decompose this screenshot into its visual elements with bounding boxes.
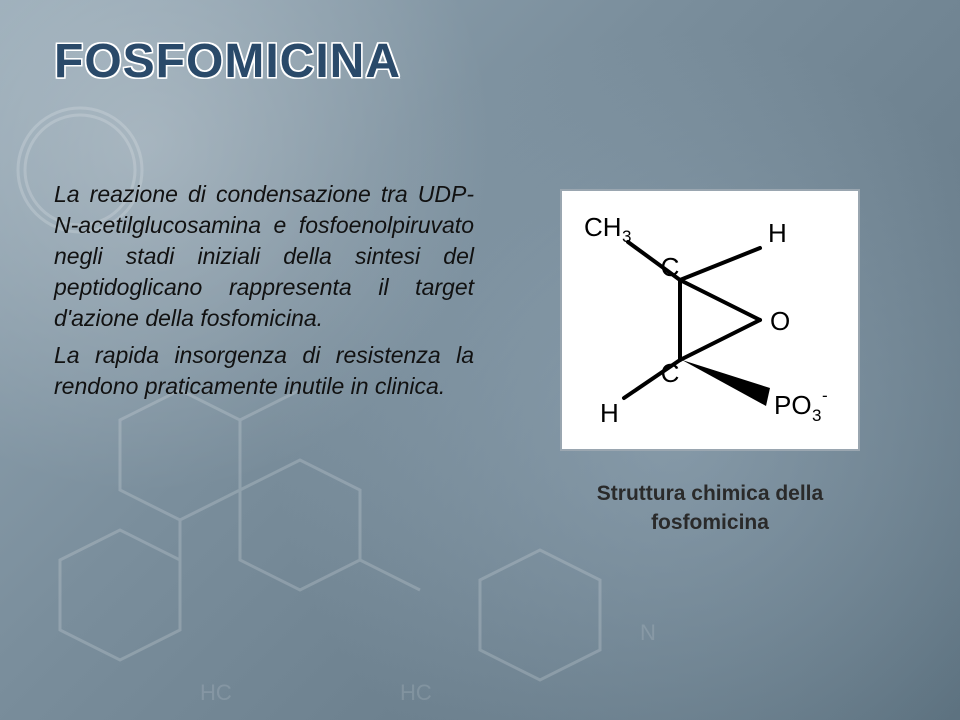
label-h-left: H	[600, 398, 619, 428]
chemical-structure-box: CH 3 H C O C H PO 3 -	[560, 189, 860, 451]
text-column: La reazione di condensazione tra UDP-N-a…	[54, 179, 474, 408]
svg-text:PO: PO	[774, 390, 812, 420]
figure-caption: Struttura chimica della fosfomicina	[597, 479, 823, 538]
paragraph-2: La rapida insorgenza di resistenza la re…	[54, 340, 474, 402]
svg-text:CH: CH	[584, 212, 622, 242]
svg-text:-: -	[822, 386, 828, 405]
paragraph-1: La reazione di condensazione tra UDP-N-a…	[54, 179, 474, 334]
svg-text:3: 3	[622, 227, 631, 246]
svg-text:3: 3	[812, 406, 821, 425]
caption-line-1: Struttura chimica della	[597, 482, 823, 505]
content-row: La reazione di condensazione tra UDP-N-a…	[54, 179, 906, 538]
figure-column: CH 3 H C O C H PO 3 - Struttura chimica …	[514, 179, 906, 538]
caption-line-2: fosfomicina	[651, 511, 769, 534]
label-c-bottom: C	[661, 358, 680, 388]
fosfomicina-structure: CH 3 H C O C H PO 3 -	[570, 200, 850, 440]
label-h-top: H	[768, 218, 787, 248]
slide-content: FOSFOMICINA La reazione di condensazione…	[0, 0, 960, 720]
label-c-top: C	[661, 252, 680, 282]
label-o: O	[770, 306, 790, 336]
slide-title: FOSFOMICINA	[54, 34, 906, 89]
